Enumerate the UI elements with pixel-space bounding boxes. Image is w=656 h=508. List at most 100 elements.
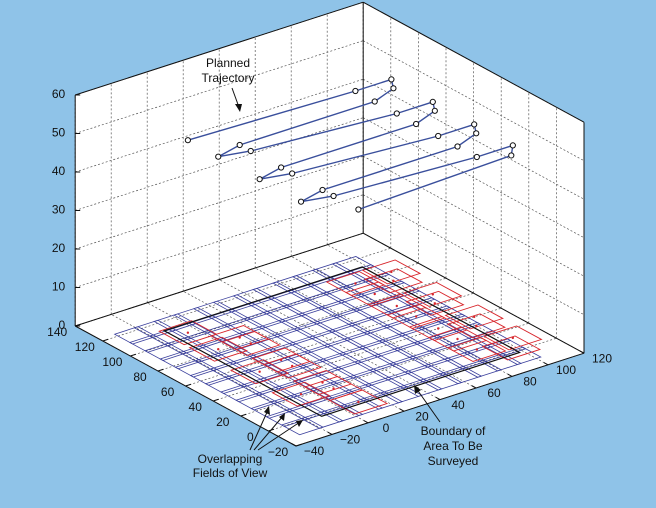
grid-line (240, 322, 529, 417)
annotation-text: Overlapping (198, 452, 263, 466)
grid-line (219, 279, 441, 400)
z-tick-label: 30 (52, 203, 66, 217)
grid-line (363, 117, 585, 239)
fov-center (475, 324, 478, 327)
fov-footprint-edge (408, 316, 468, 341)
y-tick-label: −20 (268, 445, 289, 459)
grid-line (157, 277, 447, 372)
annotation-fov: Overlapping Fields of View (193, 406, 303, 480)
tick-mark (185, 383, 192, 387)
grid-line (363, 78, 585, 200)
x-tick-label: −40 (304, 444, 325, 458)
y-tick-label: 120 (75, 340, 95, 354)
grid-line (102, 247, 391, 342)
arrow-head (264, 406, 270, 415)
x-tick-label: −20 (340, 433, 361, 447)
waypoint (297, 198, 305, 205)
fov-footprint-edge (483, 325, 543, 351)
tick-mark (579, 350, 585, 354)
box-edge (362, 1, 585, 123)
x-tick-label: 20 (415, 409, 429, 423)
tick-mark (291, 443, 297, 447)
waypoint (388, 76, 395, 83)
waypoint (413, 120, 420, 128)
grid-line (75, 155, 364, 250)
fov-center (186, 331, 190, 334)
z-tick-label: 40 (52, 164, 66, 178)
waypoint (435, 132, 442, 140)
waypoint (330, 192, 337, 200)
tick-mark (102, 338, 109, 342)
x-tick-label: 0 (383, 421, 390, 435)
waypoint (352, 87, 359, 95)
fov-footprint-edge (447, 337, 507, 362)
waypoint (390, 85, 397, 92)
y-tick-label: 20 (216, 415, 230, 429)
fov-center (433, 302, 437, 305)
arrow-head (296, 420, 303, 427)
x-tick-label: 100 (556, 363, 576, 377)
waypoint (431, 107, 438, 114)
tick-mark (240, 413, 247, 417)
annotation-arrow (415, 387, 441, 423)
fov-center (290, 364, 294, 368)
tick-mark (130, 353, 136, 357)
tick-mark (399, 408, 405, 412)
y-tick-label: 0 (247, 430, 254, 444)
box-edge (75, 1, 364, 96)
fov-footprint-edge (367, 293, 427, 319)
annotation-text: Planned (206, 56, 250, 70)
y-tick-label: 140 (47, 325, 67, 339)
tick-mark (543, 362, 549, 366)
tick-mark (75, 323, 81, 327)
plot-area (75, 2, 584, 446)
grid-line (75, 78, 364, 173)
z-tick-label: 0 (59, 318, 66, 332)
grid-line (130, 262, 419, 357)
fov-center (357, 400, 360, 404)
annotation-arrow (253, 415, 284, 451)
y-tick-label: 60 (161, 385, 175, 399)
z-tick-label: 10 (52, 280, 66, 294)
annotation-text: Trajectory (202, 71, 255, 85)
tick-mark (363, 420, 369, 424)
fov-center (395, 304, 398, 308)
fov-center (249, 342, 252, 345)
waypoint (256, 176, 263, 183)
x-tick-label: 120 (592, 351, 612, 365)
waypoint (393, 110, 400, 117)
z-tick-label: 50 (52, 126, 66, 140)
fov-center (217, 348, 220, 351)
grid-line (75, 117, 364, 211)
fov-footprint-edge (158, 320, 218, 346)
tick-mark (327, 431, 333, 435)
fov-footprint-edge (444, 304, 504, 330)
annotation-trajectory: Planned Trajectory (202, 56, 255, 112)
x-tick-label: 40 (451, 398, 465, 412)
z-tick-label: 20 (52, 241, 66, 255)
grid-line (75, 194, 364, 288)
waypoint (247, 147, 254, 155)
survey-boundary (162, 266, 522, 417)
fov-center (354, 282, 357, 285)
fov-footprint-edge (328, 389, 389, 415)
tick-mark (157, 368, 164, 372)
floor-footprints (113, 256, 543, 436)
grid-line (363, 40, 585, 162)
fov-center (414, 315, 418, 318)
grid-line (363, 155, 585, 277)
trajectory-line (187, 78, 514, 211)
fov-footprint-edge (386, 304, 446, 329)
grid-line (213, 307, 502, 402)
waypoint (429, 98, 436, 106)
waypoint (508, 152, 515, 159)
fov-footprint-edge (403, 281, 463, 307)
y-tick-label: 40 (189, 400, 203, 414)
fov-footprint-edge (361, 259, 422, 285)
grid-line (185, 292, 474, 387)
tick-mark (507, 373, 513, 377)
waypoint (319, 186, 326, 194)
waypoint (371, 98, 378, 105)
tick-mark (213, 398, 219, 402)
fov-center (373, 292, 376, 296)
